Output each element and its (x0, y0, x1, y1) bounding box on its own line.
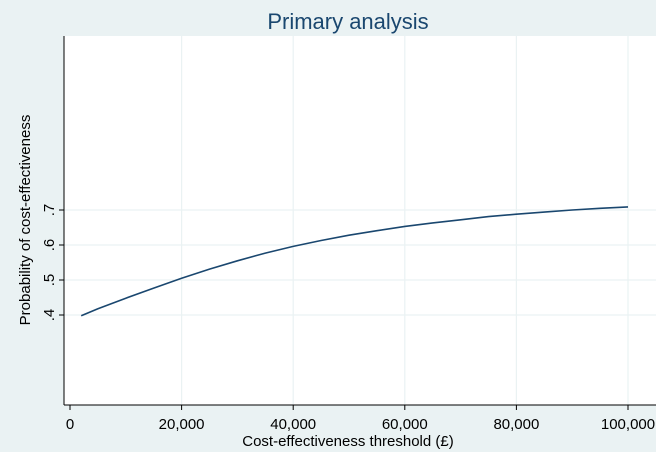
x-tick-label: 40,000 (270, 416, 316, 433)
y-tick-label: .6 (41, 239, 58, 252)
x-tick-label: 60,000 (382, 416, 428, 433)
x-tick-label: 100,000 (601, 416, 655, 433)
x-tick-label: 0 (66, 416, 74, 433)
y-tick-label: .4 (41, 309, 58, 322)
series-layer (80, 206, 629, 317)
series-line (80, 206, 629, 317)
chart-title: Primary analysis (267, 9, 428, 34)
x-tick-label: 80,000 (493, 416, 539, 433)
y-axis-label: Probability of cost-effectiveness (17, 115, 34, 326)
plot-area (64, 36, 656, 405)
x-tick-label: 20,000 (159, 416, 205, 433)
y-tick-label: .7 (41, 204, 58, 217)
ticks-layer: 0 20,000 40,000 60,000 80,000 100,000 .4 .5 .6 .7 (41, 204, 655, 433)
grid-layer (64, 36, 656, 405)
y-tick-label: .5 (41, 274, 58, 287)
x-axis-label: Cost-effectiveness threshold (£) (242, 433, 454, 450)
